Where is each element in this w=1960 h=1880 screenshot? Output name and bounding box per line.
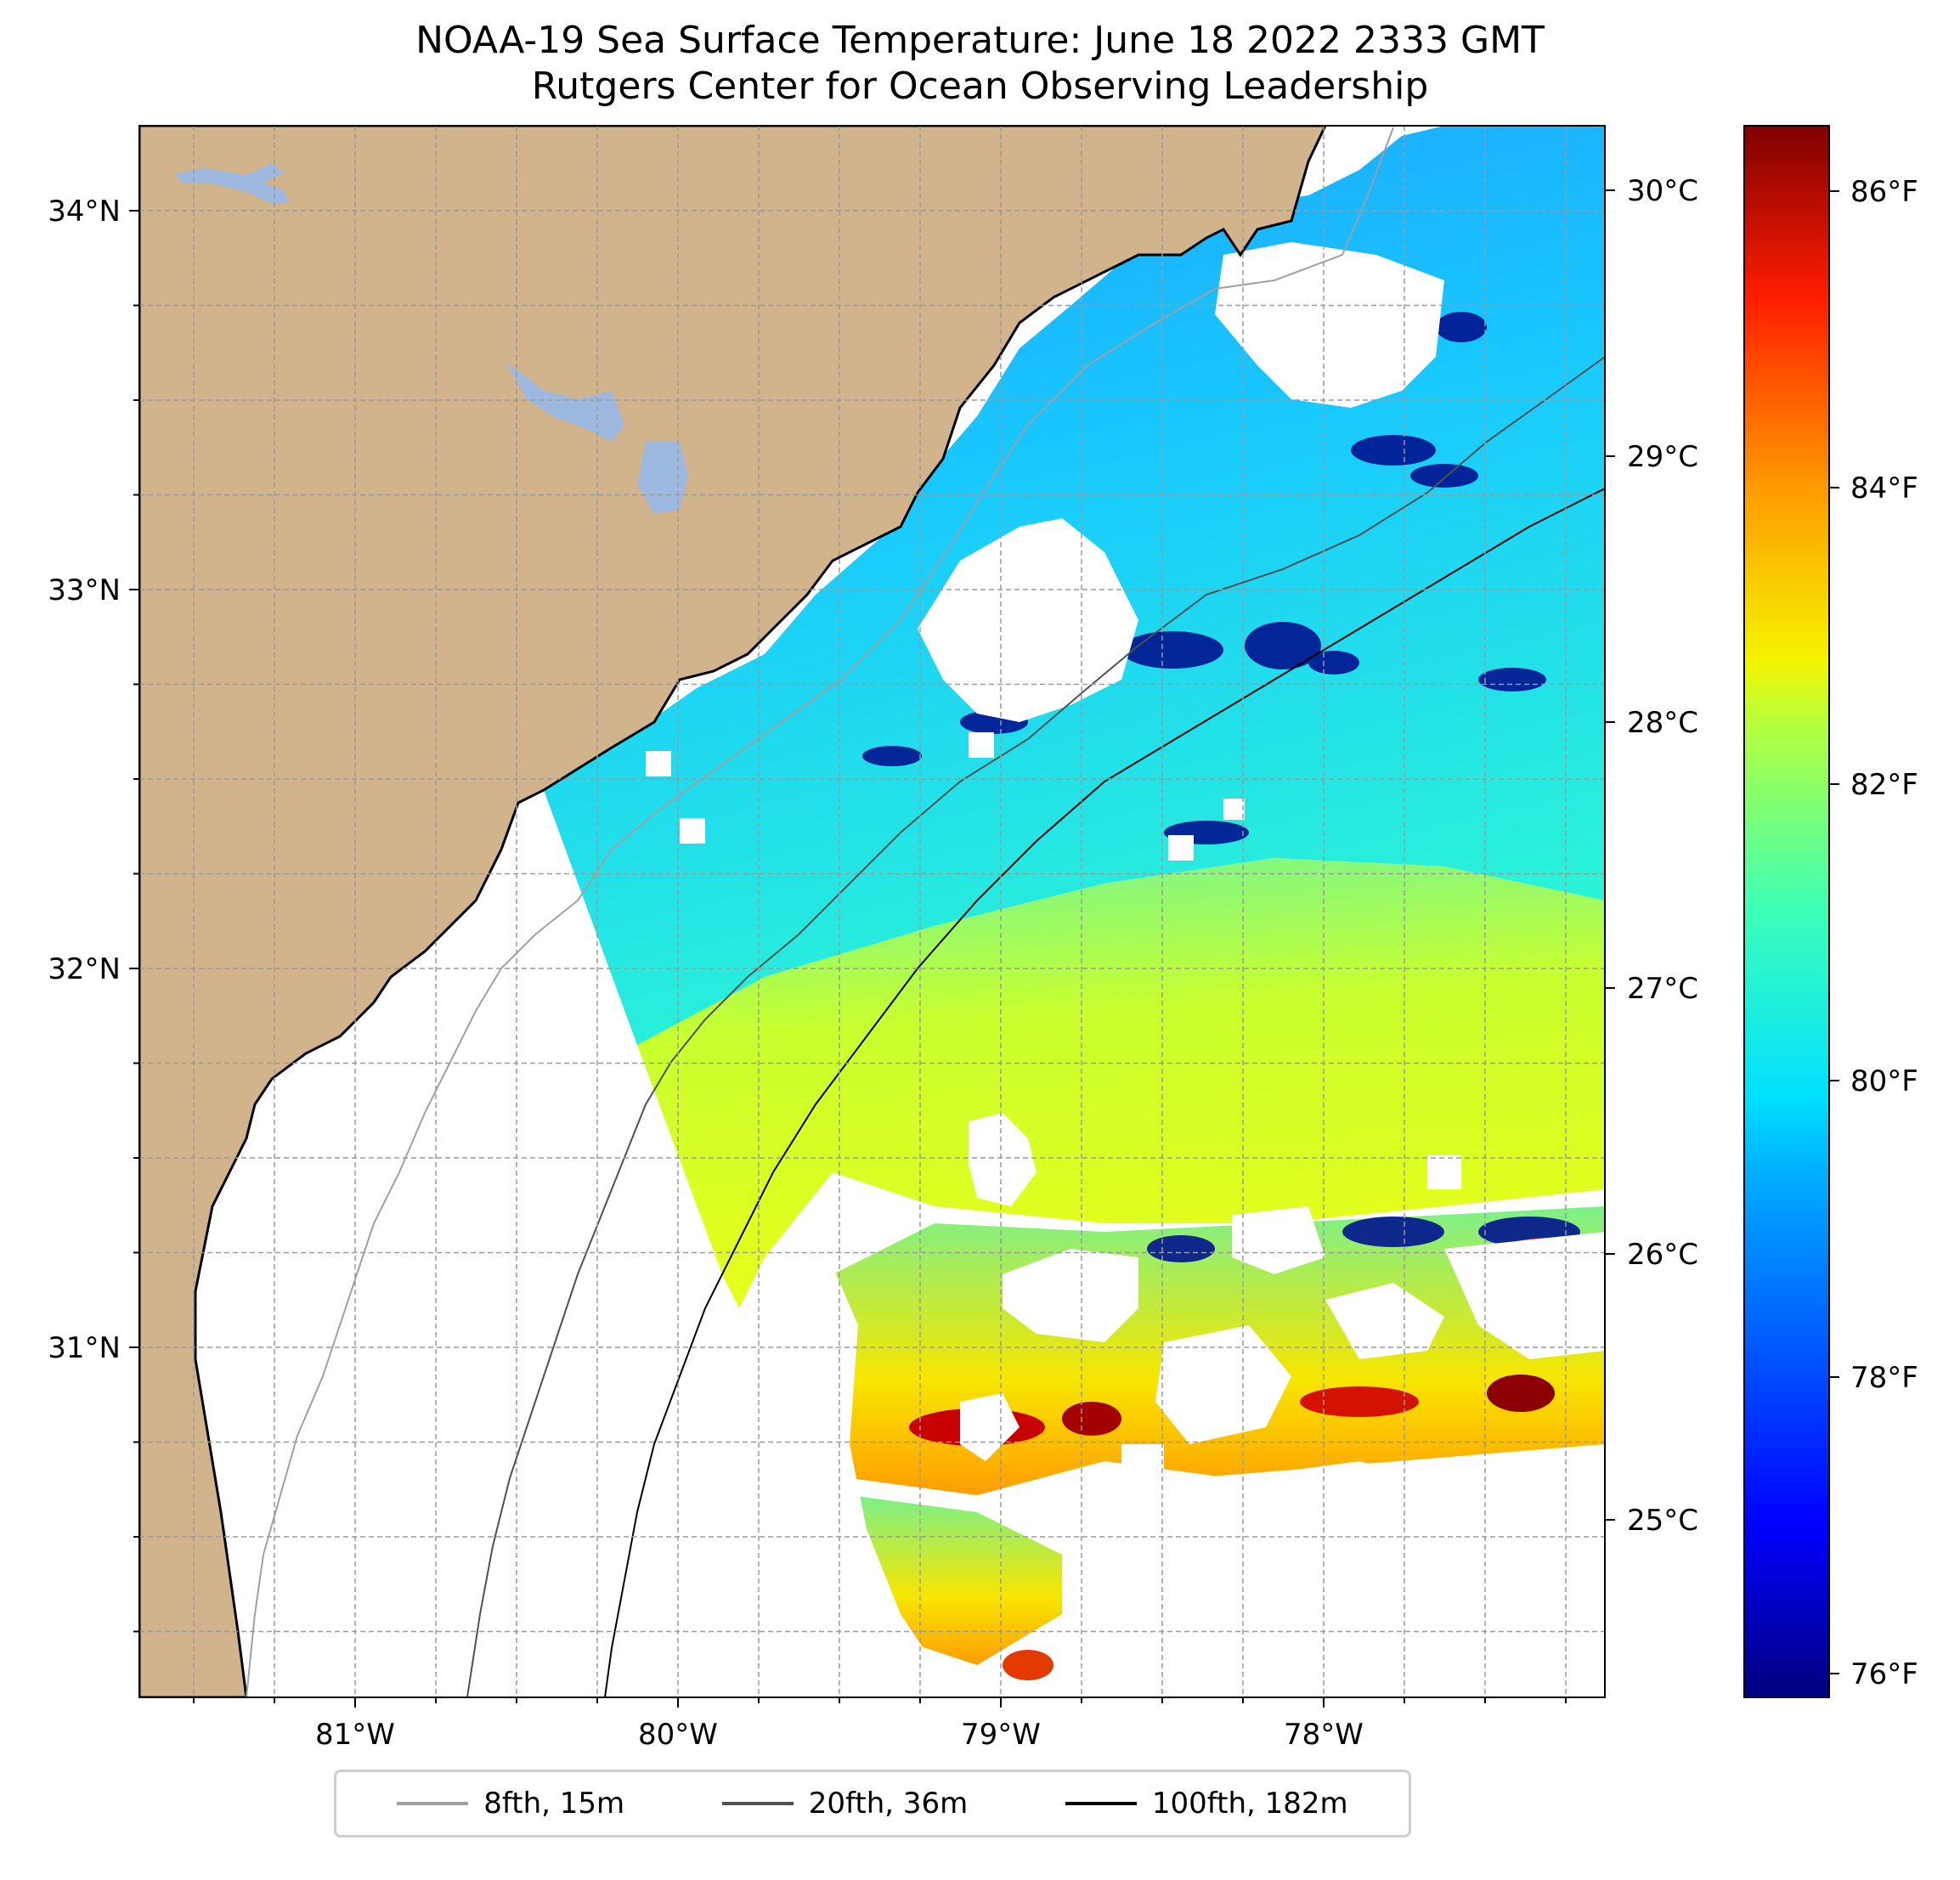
colorbar-tick-label: 80°F	[1850, 1064, 1918, 1098]
lat-tick-label: 31°N	[48, 1331, 121, 1365]
contour-8fth	[246, 127, 1394, 1697]
map-subtitle: Rutgers Center for Ocean Observing Leade…	[531, 65, 1429, 108]
sst-swath-south	[637, 858, 1605, 1308]
colorbar-tick-label: 76°F	[1850, 1657, 1918, 1691]
legend-label-8fth: 8fth, 15m	[483, 1787, 625, 1821]
legend-item-100fth: 100fth, 182m	[1065, 1787, 1348, 1821]
lon-tick-label: 78°W	[1284, 1718, 1364, 1752]
colorbar	[1743, 125, 1830, 1698]
celsius-tick-label: 30°C	[1627, 174, 1698, 208]
legend-label-100fth: 100fth, 182m	[1151, 1787, 1348, 1821]
gridlines	[139, 126, 1605, 1697]
map-frame	[138, 125, 1606, 1698]
lon-tick-label: 79°W	[961, 1718, 1041, 1752]
contour-20fth	[466, 356, 1605, 1697]
inland-water	[174, 163, 688, 514]
lat-tick-label: 32°N	[48, 952, 121, 986]
colorbar-tick-label: 86°F	[1850, 175, 1918, 209]
celsius-tick-label: 29°C	[1627, 440, 1698, 474]
celsius-tick-label: 26°C	[1627, 1238, 1698, 1272]
colorbar-tick-label: 84°F	[1850, 471, 1918, 505]
celsius-tick-label: 27°C	[1627, 972, 1698, 1006]
lat-tick-label: 34°N	[48, 195, 121, 229]
contour-100fth	[604, 488, 1605, 1697]
colorbar-tick-label: 78°F	[1850, 1361, 1918, 1395]
axis-ticks: 81°W 80°W 79°W 78°W 34°N 33°N 32°N 31°N 30°C 29°C…	[48, 174, 1698, 1752]
legend-swatch-8fth	[397, 1802, 469, 1805]
legend-label-20fth: 20fth, 36m	[808, 1787, 969, 1821]
legend-swatch-100fth	[1065, 1802, 1137, 1805]
celsius-tick-label: 25°C	[1627, 1504, 1698, 1538]
legend-swatch-20fth	[721, 1802, 794, 1805]
map-panel	[139, 126, 1605, 1697]
lon-tick-label: 81°W	[315, 1718, 395, 1752]
lon-tick-label: 80°W	[638, 1718, 718, 1752]
colorbar-tick-label: 82°F	[1850, 768, 1918, 802]
lat-tick-label: 33°N	[48, 573, 121, 607]
map-title: NOAA-19 Sea Surface Temperature: June 18…	[415, 19, 1545, 62]
celsius-tick-label: 28°C	[1627, 706, 1698, 740]
colorbar-ticks: 86°F 84°F 82°F 80°F 78°F 76°F	[1829, 175, 1918, 1691]
legend-item-20fth: 20fth, 36m	[721, 1787, 969, 1821]
contour-legend: 8fth, 15m 20fth, 36m 100fth, 182m	[334, 1770, 1411, 1838]
cloud-mask	[646, 242, 1605, 1697]
cool-eddies	[862, 206, 1580, 1262]
legend-item-8fth: 8fth, 15m	[397, 1787, 624, 1821]
